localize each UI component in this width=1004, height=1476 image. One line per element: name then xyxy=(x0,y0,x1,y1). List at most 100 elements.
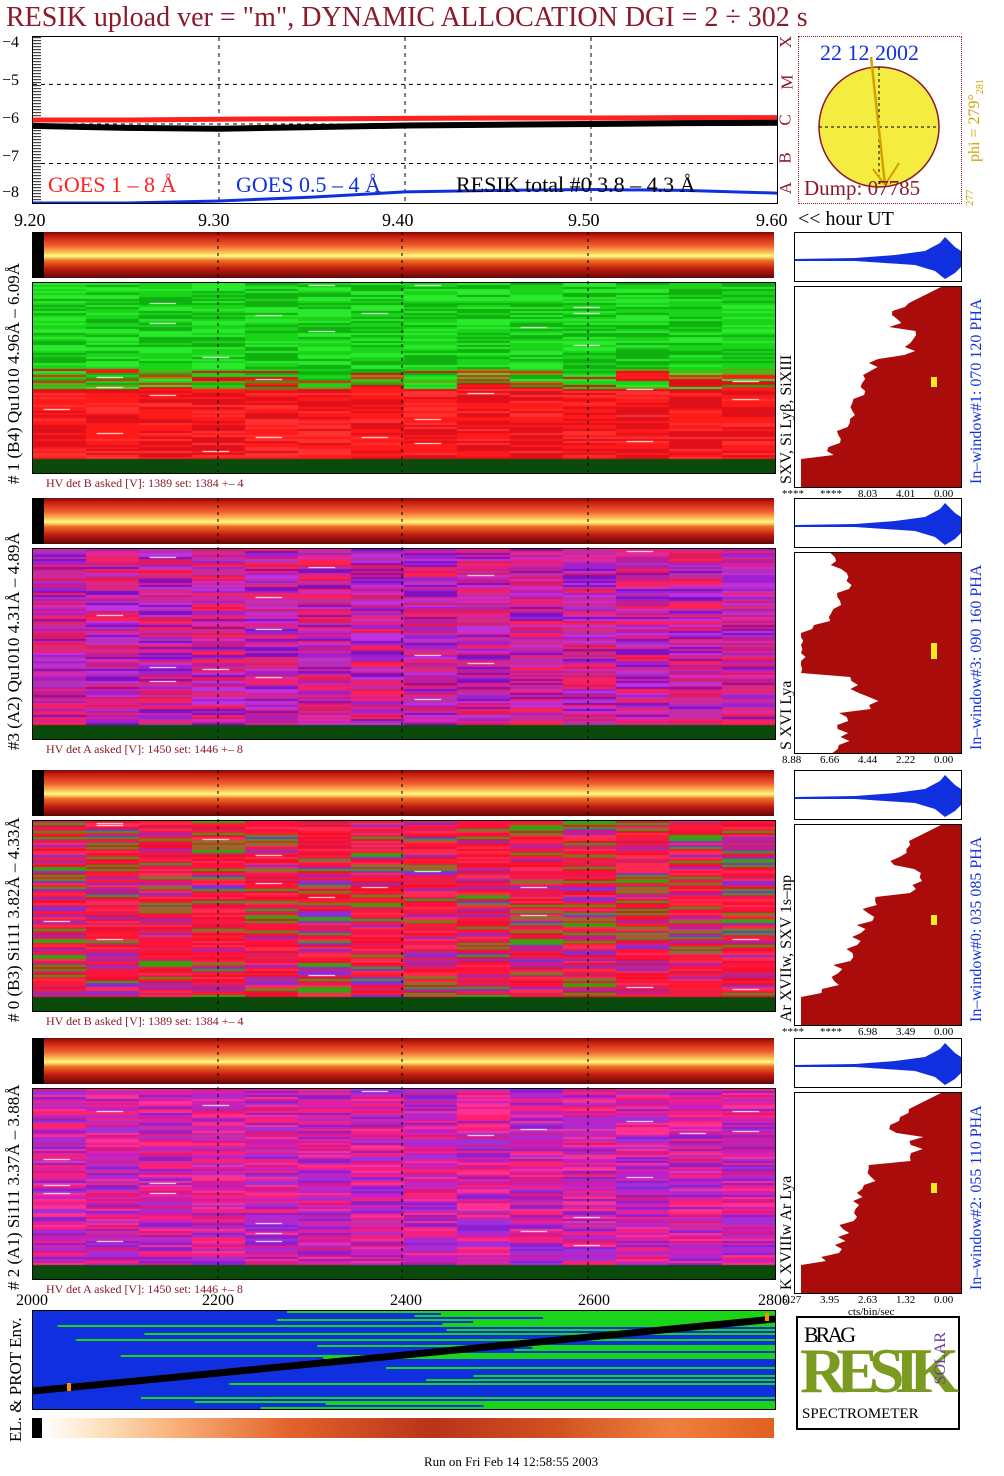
xtick-label: 9.30 xyxy=(198,210,230,230)
env-band xyxy=(75,1339,775,1341)
minor-tick xyxy=(33,88,41,90)
minor-tick xyxy=(33,172,41,174)
profile-strip xyxy=(32,770,774,816)
env-band xyxy=(325,1403,775,1405)
logo-caption: SPECTROMETER xyxy=(802,1406,919,1422)
pha-histogram xyxy=(794,552,962,754)
env-band xyxy=(140,1397,775,1399)
resik-logo: BRAG RESIK SOLAR SPECTROMETER xyxy=(796,1316,960,1430)
panel-window-label: In–window#0: 035 085 PHA xyxy=(968,836,985,1022)
minor-tick xyxy=(33,148,41,150)
ytick-label: −5 xyxy=(2,72,20,89)
panel-grid xyxy=(217,1038,589,1278)
window-marker xyxy=(931,643,937,659)
x-axis-label: << hour UT xyxy=(798,208,894,230)
hist-tick-label: 3.95 xyxy=(820,1294,840,1306)
dynamic-spectrum xyxy=(32,1088,776,1280)
xtick-label: 9.60 xyxy=(756,210,788,230)
profile-strip xyxy=(32,232,774,278)
minor-tick xyxy=(33,64,41,66)
env-band xyxy=(413,1353,775,1355)
env-marker xyxy=(67,1383,71,1391)
minor-tick xyxy=(33,163,41,165)
series-line-0 xyxy=(33,115,777,123)
hist-tick-label: 5.27 xyxy=(782,1294,802,1306)
minor-tick xyxy=(33,37,41,39)
minor-tick xyxy=(33,82,41,84)
env-band xyxy=(260,1407,775,1409)
dynamic-spectrum xyxy=(32,282,776,474)
strip-marker xyxy=(32,498,44,544)
minor-tick xyxy=(33,115,41,117)
minor-tick xyxy=(33,76,41,78)
minor-tick xyxy=(33,145,41,147)
logo-brag: BRAG xyxy=(804,1322,856,1347)
env-colorbar xyxy=(32,1418,774,1438)
histogram-area xyxy=(795,503,961,545)
minor-tick xyxy=(33,199,41,201)
pha-histogram xyxy=(794,286,962,488)
minor-tick xyxy=(33,166,41,168)
env-band xyxy=(446,1329,775,1331)
bottom-xtick: 2600 xyxy=(578,1292,610,1309)
profile-strip xyxy=(32,1038,774,1084)
window-marker xyxy=(931,915,937,925)
pha-histogram xyxy=(794,1092,962,1294)
logo-resik: RESIK xyxy=(800,1335,959,1406)
panel-window-label: In–window#2: 055 110 PHA xyxy=(968,1105,985,1290)
hist-xlabel: cts/bin/sec xyxy=(848,1306,895,1318)
legend-resik: RESIK total #0 3.8 – 4.3 Å xyxy=(456,172,696,197)
pha-histogram-small xyxy=(794,1038,962,1088)
goes-class-m: M xyxy=(777,74,797,90)
env-band xyxy=(194,1401,775,1403)
panel-wavelength-label: # 0 (B3) Si111 3.82Å – 4.33Å xyxy=(4,817,23,1022)
minor-tick xyxy=(33,139,41,141)
hv-readout: HV det B asked [V]: 1389 set: 1384 +– 4 xyxy=(46,1014,244,1028)
panel-wavelength-label: #3 (A2) Qu1010 4.31Å – 4.89Å xyxy=(4,532,23,750)
histogram-area xyxy=(801,553,961,753)
minor-tick xyxy=(33,130,41,132)
histogram-area xyxy=(795,775,961,817)
hist-tick-label: **** xyxy=(820,1026,842,1038)
ytick-label: −8 xyxy=(2,184,20,201)
legend-goes-long: GOES 1 – 8 Å xyxy=(48,172,177,197)
env-band xyxy=(385,1367,775,1369)
env-band xyxy=(513,1349,775,1351)
histogram-area xyxy=(795,1043,961,1085)
sun-svg xyxy=(818,56,940,188)
panel-window-label: In–window#1: 070 120 PHA xyxy=(968,298,985,484)
minor-tick xyxy=(33,67,41,69)
minor-tick xyxy=(33,103,41,105)
hv-readout: HV det A asked [V]: 1450 set: 1446 +– 8 xyxy=(46,742,243,756)
minor-tick xyxy=(33,43,41,45)
bottom-xtick: 2800 xyxy=(758,1292,790,1309)
minor-tick xyxy=(33,58,41,60)
hist-tick-label: **** xyxy=(782,488,804,500)
pha-histogram-small xyxy=(794,232,962,282)
minor-tick xyxy=(33,157,41,159)
env-background xyxy=(33,1311,775,1409)
hist-tick-label: 6.66 xyxy=(820,754,840,766)
env-band xyxy=(440,1313,775,1315)
window-marker xyxy=(931,377,937,387)
env-band xyxy=(542,1317,775,1319)
minor-tick xyxy=(33,85,41,87)
histogram-area xyxy=(795,237,961,279)
goes-class-b: B xyxy=(775,152,795,164)
env-panel xyxy=(32,1310,776,1410)
bottom-xtick: 2200 xyxy=(202,1292,234,1309)
minor-tick xyxy=(33,184,41,186)
panel-grid xyxy=(217,498,589,738)
minor-tick xyxy=(33,169,41,171)
hist-tick-label: 6.98 xyxy=(858,1026,878,1038)
hist-tick-label: 0.00 xyxy=(934,754,954,766)
hist-tick-label: 8.88 xyxy=(782,754,802,766)
minor-tick xyxy=(33,61,41,63)
minor-tick xyxy=(33,52,41,54)
env-band xyxy=(442,1323,775,1325)
window-marker xyxy=(931,1183,937,1193)
minor-tick xyxy=(33,49,41,51)
env-band xyxy=(414,1315,775,1317)
logo-solar: SOLAR xyxy=(932,1332,949,1385)
lightcurve-plot xyxy=(32,36,778,204)
